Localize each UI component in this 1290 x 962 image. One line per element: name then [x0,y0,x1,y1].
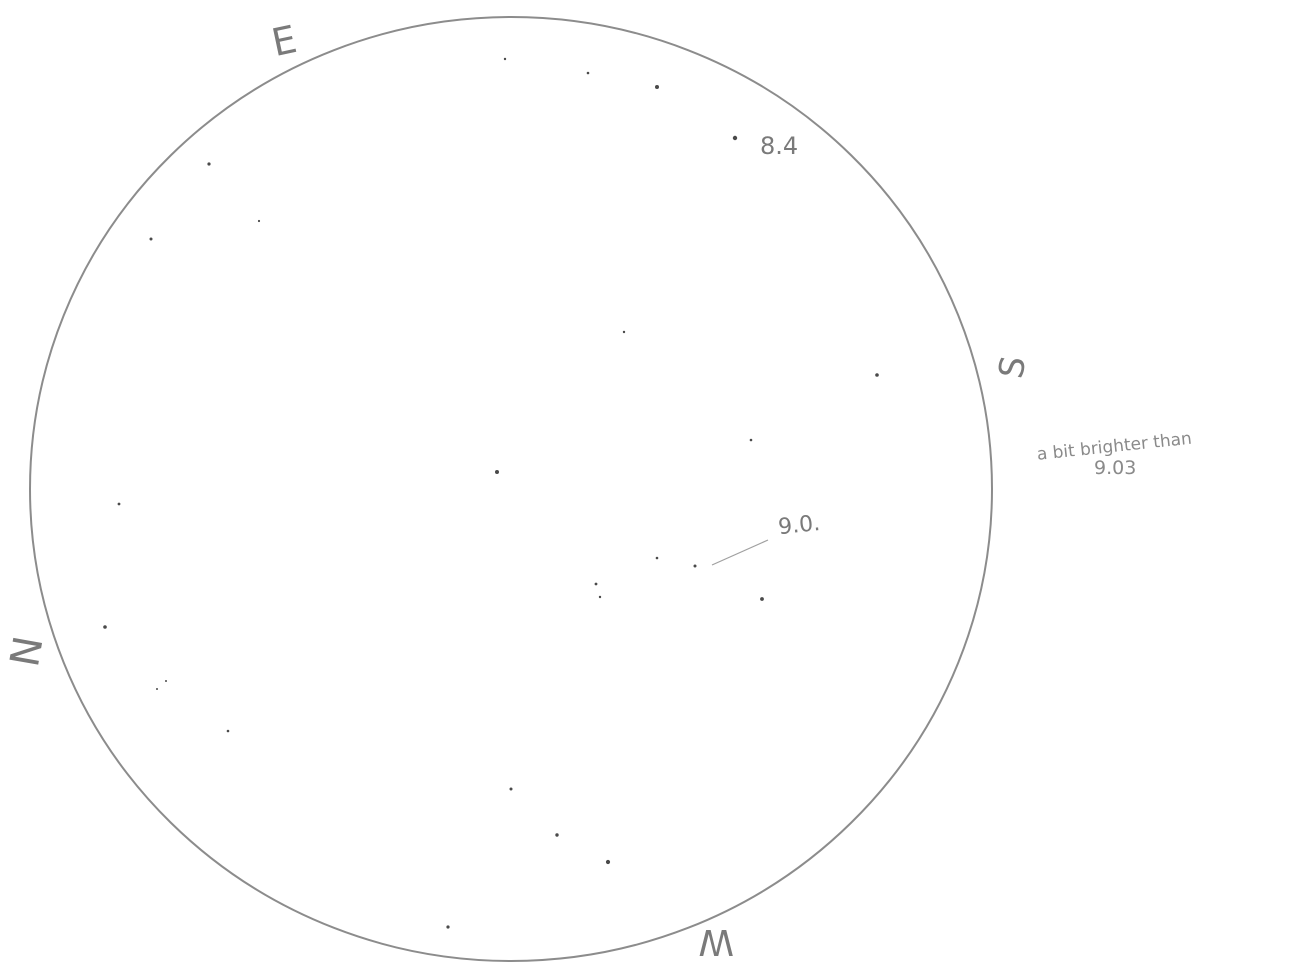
side-note-line-2: 9.03 [1094,457,1136,479]
star [257,219,261,223]
star [156,688,158,690]
star [693,564,697,568]
star [207,162,211,166]
star [598,595,602,599]
direction-north-label: N [0,632,49,669]
star-field [103,57,879,929]
star [605,859,611,865]
magnitude-label-9-0: 9.0. [777,511,821,540]
star [594,582,598,586]
star [495,470,499,474]
direction-west-label: W [698,921,734,962]
star [117,502,121,506]
star [503,57,507,61]
star [149,237,153,241]
star [749,438,753,442]
star [732,135,738,141]
star [446,925,450,929]
magnitude-label-8-4: 8.4 [760,132,798,160]
star [509,787,513,791]
star [875,373,879,377]
star [760,597,764,601]
star [586,71,590,75]
direction-east-label: E [268,17,301,65]
field-of-view-circle [29,16,993,962]
pointer-line [711,539,769,566]
star [226,729,230,733]
star [103,625,107,629]
star [165,680,167,682]
star [655,556,659,560]
star [622,330,626,334]
star [555,833,559,837]
star [655,85,659,89]
direction-south-label: S [991,353,1034,381]
